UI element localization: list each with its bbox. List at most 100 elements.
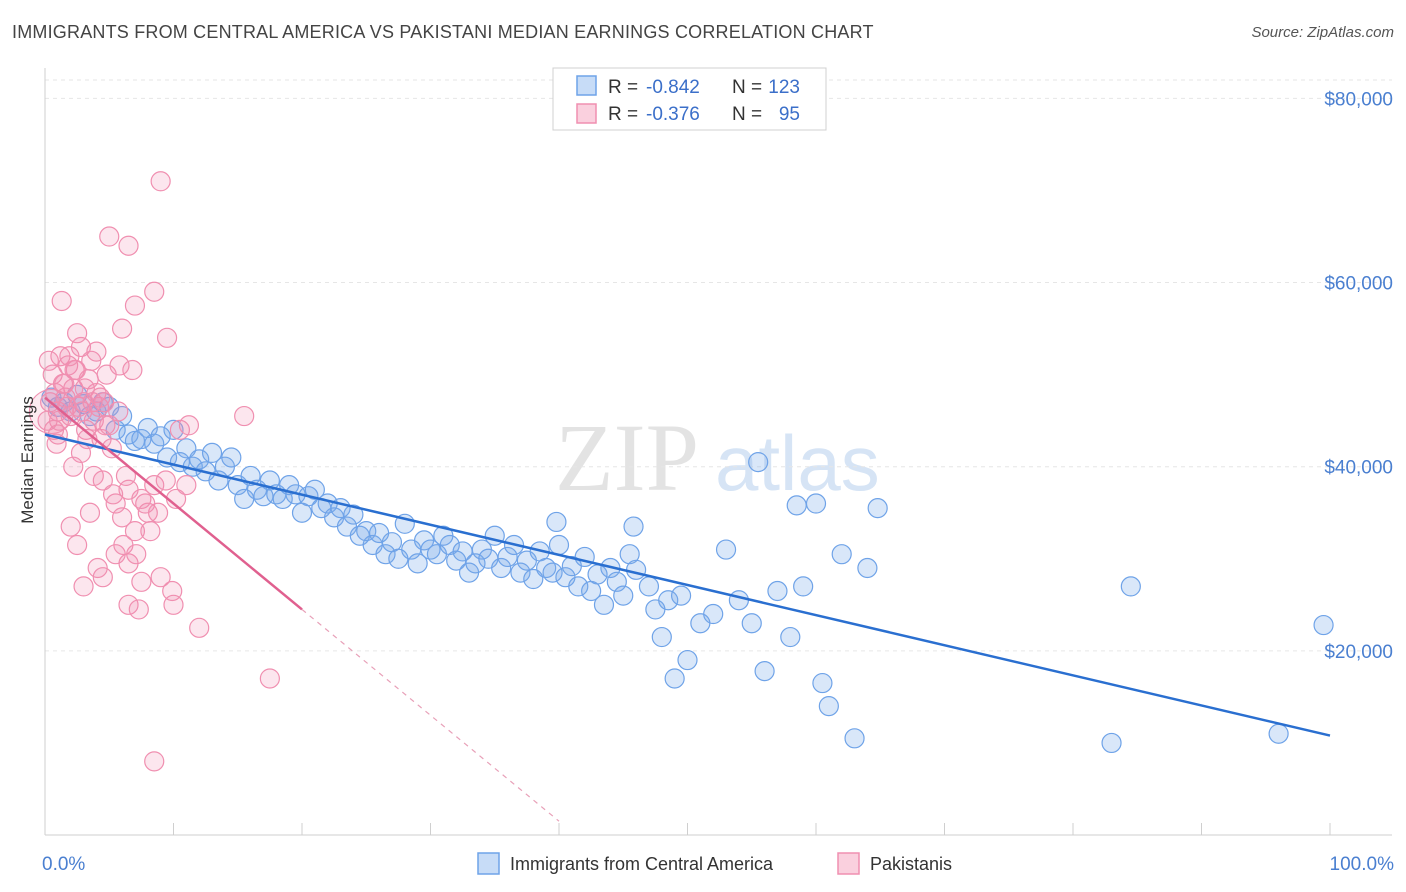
- point-pakistanis: [115, 465, 137, 487]
- point-pakistanis: [124, 295, 146, 316]
- stats-r-label: R =: [608, 104, 638, 125]
- point-central-america: [728, 590, 750, 611]
- point-central-america: [548, 534, 570, 556]
- point-central-america: [638, 576, 660, 597]
- point-pakistanis: [144, 475, 165, 496]
- legend-item-central-america[interactable]: Immigrants from Central America: [477, 852, 774, 875]
- y-tick-label: $60,000: [1324, 274, 1393, 295]
- source-label: Source: ZipAtlas.com: [1251, 24, 1394, 41]
- point-pakistanis: [128, 599, 149, 620]
- point-pakistanis: [109, 355, 130, 376]
- axes: [44, 68, 1392, 836]
- point-central-america: [703, 603, 724, 625]
- point-pakistanis: [38, 350, 59, 371]
- point-central-america: [546, 511, 567, 533]
- stats-n-value: 95: [779, 104, 800, 125]
- x-tick-label-left: 0.0%: [42, 854, 85, 875]
- point-pakistanis: [189, 617, 210, 638]
- point-central-america: [163, 419, 184, 440]
- point-pakistanis-cluster: [28, 388, 74, 434]
- y-tick-label: $20,000: [1324, 642, 1393, 663]
- point-central-america: [670, 585, 692, 606]
- point-central-america: [625, 559, 647, 580]
- trend-line-pakistanis-extension: [301, 608, 560, 822]
- chart-title: IMMIGRANTS FROM CENTRAL AMERICA VS PAKIS…: [12, 22, 874, 42]
- stats-row-central-america: R = -0.842 N = 123: [576, 75, 800, 98]
- point-central-america: [1120, 576, 1141, 597]
- point-central-america: [523, 568, 544, 590]
- point-pakistanis: [60, 516, 81, 537]
- point-pakistanis: [81, 350, 102, 371]
- point-central-america: [658, 590, 679, 611]
- point-pakistanis: [92, 567, 113, 588]
- y-axis-label: Median Earnings: [18, 396, 37, 524]
- point-central-america: [1101, 732, 1122, 754]
- point-central-america: [221, 447, 242, 468]
- point-pakistanis: [150, 567, 171, 588]
- trend-line-central-america: [44, 433, 1331, 737]
- point-pakistanis: [59, 346, 80, 367]
- legend: Immigrants from Central America Pakistan…: [477, 852, 952, 875]
- legend-item-pakistanis[interactable]: Pakistanis: [837, 852, 952, 875]
- point-central-america: [818, 695, 839, 717]
- legend-label-central-america: Immigrants from Central America: [510, 854, 774, 874]
- point-central-america: [407, 553, 428, 574]
- watermark-zip: ZIP: [555, 404, 699, 511]
- point-pakistanis: [108, 401, 129, 422]
- point-pakistanis: [87, 557, 108, 579]
- point-pakistanis: [176, 475, 197, 496]
- point-central-america: [1313, 614, 1334, 636]
- point-central-america: [593, 594, 615, 615]
- point-pakistanis: [156, 327, 178, 348]
- stats-n-label: N =: [732, 104, 762, 125]
- point-pakistanis: [178, 415, 200, 436]
- point-central-america: [150, 426, 171, 447]
- stats-r-value: -0.376: [646, 104, 700, 125]
- point-pakistanis: [95, 415, 116, 436]
- point-central-america: [767, 580, 788, 602]
- point-central-america: [304, 479, 325, 500]
- point-central-america: [623, 516, 644, 537]
- point-central-america: [748, 452, 769, 473]
- point-central-america: [619, 544, 640, 565]
- point-central-america: [176, 438, 197, 459]
- point-central-america: [651, 626, 672, 648]
- point-pakistanis: [73, 576, 94, 597]
- point-pakistanis: [131, 571, 152, 592]
- point-pakistanis: [124, 521, 146, 542]
- point-central-america: [510, 562, 531, 583]
- stats-n-label: N =: [732, 77, 762, 98]
- point-pakistanis: [79, 502, 101, 523]
- point-central-america: [793, 576, 814, 597]
- point-pakistanis: [126, 544, 147, 565]
- stats-swatch-central-america: [576, 75, 597, 96]
- point-pakistanis: [234, 405, 255, 427]
- point-central-america: [491, 557, 512, 579]
- point-central-america: [857, 557, 878, 579]
- point-pakistanis: [103, 484, 124, 505]
- trend-lines: [44, 396, 1331, 822]
- point-central-america: [201, 442, 223, 463]
- y-tick-label: $40,000: [1324, 458, 1393, 479]
- point-central-america: [664, 668, 685, 689]
- stats-r-label: R =: [608, 77, 638, 98]
- trend-line-pakistanis: [44, 396, 303, 611]
- point-central-america: [375, 544, 396, 565]
- point-pakistanis: [99, 226, 120, 247]
- point-pakistanis: [92, 470, 113, 491]
- point-pakistanis: [86, 341, 107, 362]
- point-central-america: [867, 498, 888, 519]
- legend-swatch-central-america: [477, 852, 500, 875]
- point-pakistanis: [118, 594, 139, 615]
- point-pakistanis: [144, 751, 165, 772]
- watermark-atlas: atlas: [715, 419, 880, 507]
- point-pakistanis: [162, 580, 183, 602]
- x-tick-label-right: 100.0%: [1330, 854, 1395, 875]
- point-pakistanis: [122, 359, 143, 381]
- point-pakistanis: [63, 456, 84, 477]
- point-central-america: [831, 544, 852, 565]
- point-pakistanis: [111, 507, 133, 528]
- point-pakistanis: [169, 419, 191, 440]
- y-tick-label: $80,000: [1324, 89, 1393, 110]
